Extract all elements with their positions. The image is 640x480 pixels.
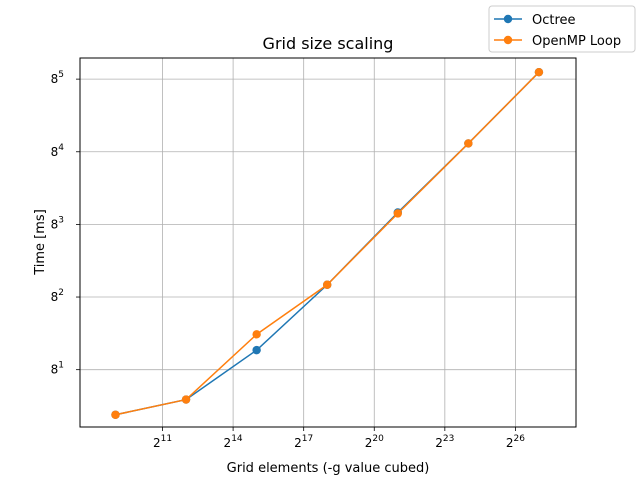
x-tick-base: 2 — [294, 436, 302, 450]
y-tick-base: 8 — [51, 72, 59, 86]
chart-title: Grid size scaling — [263, 34, 394, 53]
y-tick-label: 85 — [51, 70, 64, 86]
legend-marker-octree — [503, 14, 513, 24]
x-tick-exponent: 26 — [514, 434, 526, 444]
data-point-octree — [252, 345, 261, 355]
y-tick-base: 8 — [51, 363, 59, 377]
x-axis-label: Grid elements (-g value cubed) — [227, 461, 430, 476]
y-axis-label: Time [ms] — [33, 209, 48, 276]
data-point-openmp-loop — [393, 209, 402, 218]
legend-label-openmp-loop: OpenMP Loop — [532, 34, 621, 49]
data-point-openmp-loop — [323, 280, 332, 289]
y-tick-label: 84 — [51, 143, 65, 159]
legend-marker-openmp-loop — [503, 35, 513, 45]
y-tick-exponent: 3 — [58, 215, 64, 225]
x-tick-exponent: 20 — [372, 434, 384, 444]
x-tick-base: 2 — [153, 436, 161, 450]
x-tick-label: 223 — [435, 434, 454, 450]
x-tick-label: 217 — [294, 434, 313, 450]
data-point-openmp-loop — [252, 330, 261, 339]
x-tick-exponent: 17 — [302, 434, 313, 444]
x-tick-label: 220 — [365, 434, 384, 450]
x-tick-exponent: 14 — [231, 434, 243, 444]
data-point-openmp-loop — [181, 395, 191, 404]
y-tick-exponent: 5 — [58, 70, 64, 80]
legend: Octree OpenMP Loop — [488, 5, 636, 53]
series-layer — [111, 67, 544, 419]
y-tick-base: 8 — [51, 145, 59, 159]
x-tick-label: 226 — [506, 434, 525, 450]
x-tick-base: 2 — [224, 436, 232, 450]
y-tick-label: 81 — [51, 361, 64, 377]
y-tick-base: 8 — [51, 217, 59, 231]
x-tick-label: 214 — [224, 434, 243, 450]
data-point-openmp-loop — [111, 410, 120, 419]
data-point-openmp-loop — [534, 67, 544, 77]
x-tick-base: 2 — [435, 436, 443, 450]
x-tick-exponent: 11 — [161, 434, 172, 444]
y-tick-exponent: 2 — [58, 288, 64, 298]
x-tick-base: 2 — [365, 436, 373, 450]
legend-label-octree: Octree — [532, 13, 576, 28]
x-tick-base: 2 — [506, 436, 514, 450]
plot-frame — [79, 57, 577, 428]
y-tick-exponent: 4 — [58, 143, 64, 153]
y-tick-base: 8 — [51, 290, 59, 304]
grid-lines — [80, 58, 576, 427]
data-point-openmp-loop — [464, 139, 473, 148]
y-tick-label: 82 — [51, 288, 64, 304]
x-tick-exponent: 23 — [443, 434, 454, 444]
legend-box — [488, 5, 636, 53]
x-tick-label: 211 — [153, 434, 172, 450]
y-tick-exponent: 1 — [58, 361, 64, 371]
y-tick-label: 83 — [51, 215, 64, 231]
